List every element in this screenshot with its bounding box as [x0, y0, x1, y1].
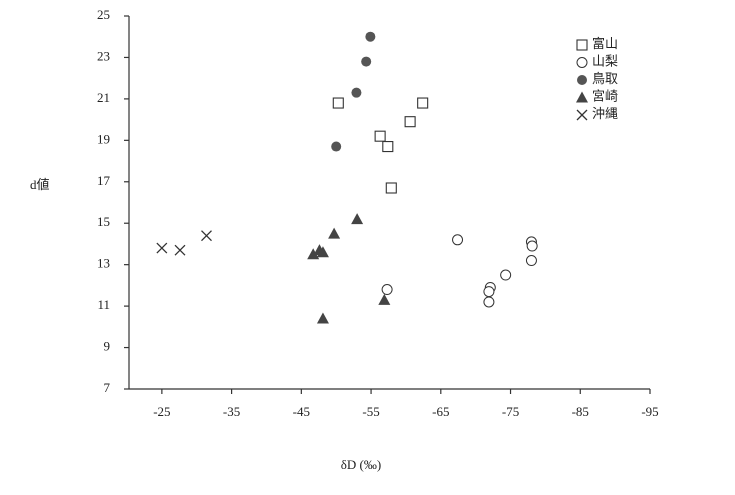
legend-label: 山梨: [592, 53, 618, 68]
point: [374, 130, 386, 142]
point: [365, 31, 376, 42]
point: [525, 255, 537, 267]
y-tick-label: 7: [104, 380, 111, 395]
x-tick-label: -35: [223, 404, 240, 419]
point: [404, 116, 416, 128]
y-tick-label: 15: [97, 214, 110, 229]
point: [576, 91, 588, 103]
y-tick-label: 21: [97, 90, 110, 105]
point: [351, 213, 364, 225]
legend-label: 宮崎: [592, 88, 618, 103]
point: [174, 244, 186, 256]
y-tick-label: 11: [97, 297, 110, 312]
x-axis-label: δD (‰): [341, 457, 381, 472]
legend-label: 富山: [592, 36, 618, 51]
point: [351, 87, 362, 98]
point: [381, 284, 393, 296]
y-tick-label: 19: [97, 131, 110, 146]
point: [307, 248, 320, 260]
point: [576, 109, 588, 121]
point: [385, 182, 397, 194]
point: [483, 296, 495, 308]
point: [577, 75, 587, 85]
point: [452, 234, 464, 246]
legend-label: 鳥取: [592, 71, 618, 86]
point: [331, 141, 342, 152]
y-tick-label: 17: [97, 173, 111, 188]
point: [417, 97, 429, 109]
point: [332, 97, 344, 109]
point: [526, 240, 538, 252]
point: [201, 230, 212, 242]
point: [328, 227, 341, 239]
point: [316, 312, 329, 324]
legend-label: 沖縄: [592, 106, 618, 121]
x-tick-label: -55: [362, 404, 379, 419]
x-tick-label: -75: [502, 404, 519, 419]
point: [382, 141, 394, 153]
point: [576, 57, 588, 68]
y-tick-label: 13: [97, 256, 110, 271]
point: [483, 286, 495, 298]
x-tick-label: -45: [293, 404, 310, 419]
y-axis-label: d値: [30, 177, 50, 192]
point: [361, 56, 372, 67]
point: [156, 242, 168, 254]
point: [576, 39, 588, 51]
x-tick-label: -65: [432, 404, 449, 419]
x-tick-label: -85: [572, 404, 589, 419]
y-tick-label: 9: [104, 339, 111, 354]
point: [378, 293, 391, 305]
x-tick-label: -25: [153, 404, 170, 419]
y-tick-label: 23: [97, 48, 110, 63]
point: [316, 246, 329, 258]
point: [500, 269, 512, 281]
x-tick-label: -95: [641, 404, 658, 419]
y-tick-label: 25: [97, 7, 110, 22]
